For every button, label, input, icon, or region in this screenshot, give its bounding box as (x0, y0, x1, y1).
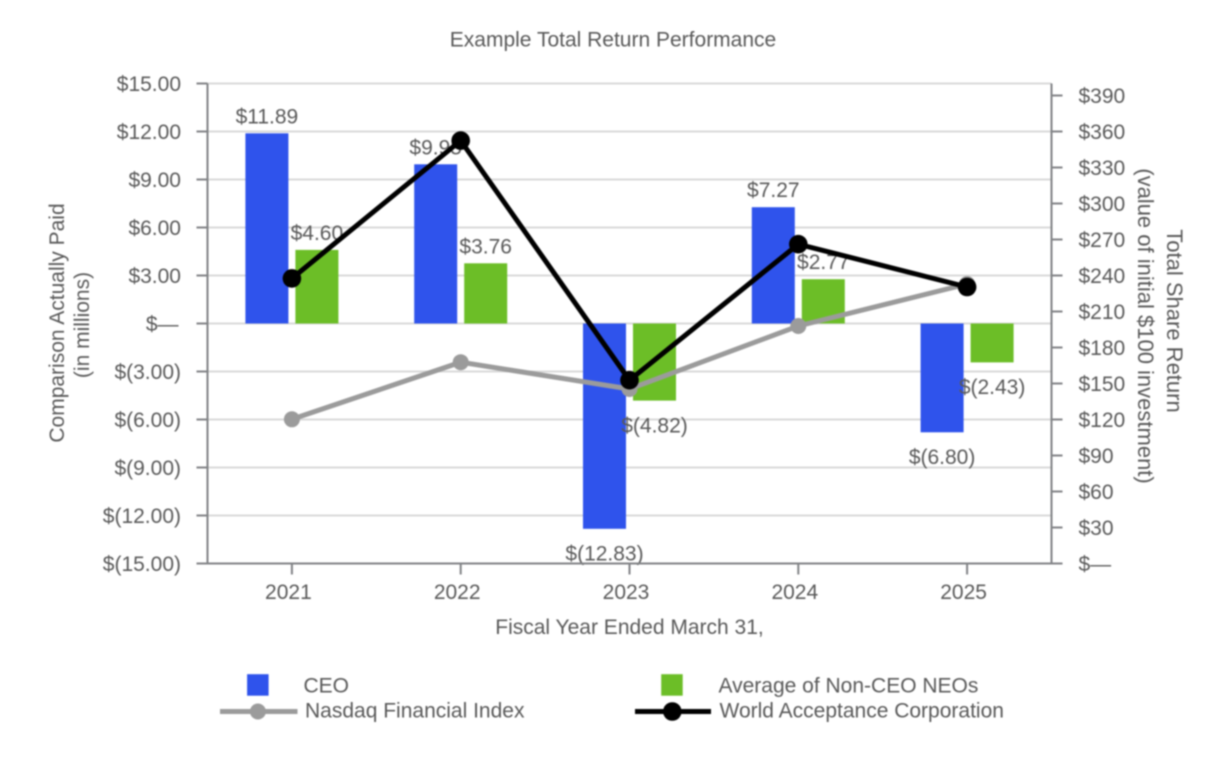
svg-text:$360: $360 (1079, 121, 1126, 144)
svg-text:$300: $300 (1079, 193, 1126, 216)
svg-text:$390: $390 (1079, 85, 1126, 108)
svg-text:$(9.00): $(9.00) (114, 457, 181, 480)
svg-text:$—: $— (146, 313, 179, 336)
svg-text:$15.00: $15.00 (117, 73, 181, 96)
svg-text:Example Total Return Performan: Example Total Return Performance (450, 29, 776, 52)
svg-text:Nasdaq Financial Index: Nasdaq Financial Index (305, 700, 525, 723)
svg-text:$(6.80): $(6.80) (909, 446, 976, 469)
svg-text:World Acceptance Corporation: World Acceptance Corporation (720, 700, 1004, 723)
svg-text:2023: 2023 (603, 581, 650, 604)
svg-text:$30: $30 (1079, 517, 1114, 540)
svg-text:$—: $— (1079, 553, 1112, 576)
svg-text:$2.77: $2.77 (797, 251, 850, 274)
svg-text:2024: 2024 (771, 581, 818, 604)
svg-text:$(12.83): $(12.83) (565, 543, 643, 566)
svg-text:$(12.00): $(12.00) (103, 505, 181, 528)
svg-text:$(2.43): $(2.43) (959, 376, 1026, 399)
svg-text:$150: $150 (1079, 373, 1126, 396)
svg-text:$7.27: $7.27 (747, 179, 800, 202)
svg-text:(in millions): (in millions) (71, 272, 94, 378)
svg-text:CEO: CEO (304, 674, 350, 697)
svg-text:$4.60: $4.60 (291, 222, 344, 245)
svg-text:$(6.00): $(6.00) (114, 409, 181, 432)
svg-text:$60: $60 (1079, 481, 1114, 504)
svg-text:$(4.82): $(4.82) (621, 414, 688, 437)
svg-text:2025: 2025 (940, 581, 987, 604)
svg-text:$6.00: $6.00 (128, 217, 181, 240)
svg-text:2021: 2021 (265, 581, 312, 604)
svg-text:$90: $90 (1079, 445, 1114, 468)
svg-text:$(15.00): $(15.00) (103, 553, 181, 576)
svg-text:Total Share Return: Total Share Return (1162, 229, 1187, 412)
svg-text:Comparison Actually Paid: Comparison Actually Paid (46, 203, 69, 442)
svg-text:(value of initial $100 investm: (value of initial $100 investment) (1133, 168, 1158, 484)
svg-text:Fiscal Year Ended March 31,: Fiscal Year Ended March 31, (495, 616, 764, 639)
svg-text:$3.00: $3.00 (128, 265, 181, 288)
svg-text:$9.95: $9.95 (409, 136, 462, 159)
svg-text:$270: $270 (1079, 229, 1126, 252)
svg-text:$3.76: $3.76 (459, 235, 512, 258)
svg-text:$120: $120 (1079, 409, 1126, 432)
svg-text:$12.00: $12.00 (117, 121, 181, 144)
svg-text:2022: 2022 (434, 581, 481, 604)
svg-text:$(3.00): $(3.00) (114, 361, 181, 384)
svg-text:$180: $180 (1079, 337, 1126, 360)
svg-text:$210: $210 (1079, 301, 1126, 324)
svg-text:$330: $330 (1079, 157, 1126, 180)
svg-text:$9.00: $9.00 (128, 169, 181, 192)
svg-text:Average of Non-CEO NEOs: Average of Non-CEO NEOs (719, 674, 979, 697)
svg-text:$11.89: $11.89 (236, 105, 299, 128)
svg-text:$240: $240 (1079, 265, 1126, 288)
